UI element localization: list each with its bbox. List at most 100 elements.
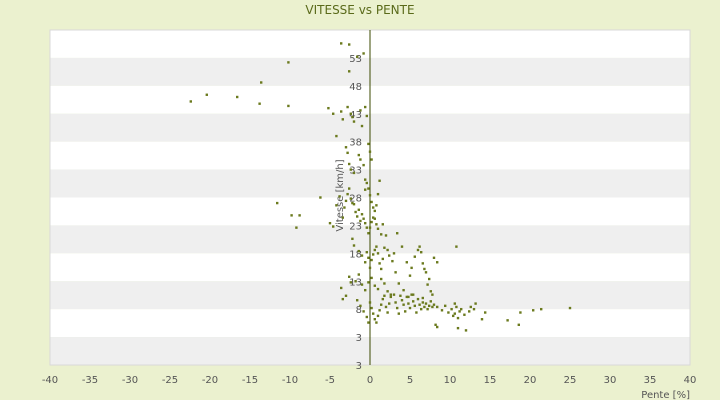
y-tick-label: 18 (349, 249, 362, 260)
data-point (370, 258, 373, 262)
x-tick-label: -35 (82, 375, 98, 386)
data-point (344, 294, 348, 297)
data-point (386, 248, 389, 252)
data-point (364, 288, 367, 292)
data-point (421, 262, 424, 265)
data-point (352, 203, 356, 206)
data-point (344, 146, 348, 149)
data-point (399, 294, 402, 297)
data-point (432, 303, 436, 306)
data-point (456, 326, 460, 330)
y-tick-label-bottom: 3 (356, 361, 362, 372)
data-point (351, 237, 354, 241)
data-point (394, 301, 397, 304)
data-point (340, 286, 343, 290)
data-point (455, 245, 458, 248)
y-tick-label: 13 (349, 277, 362, 288)
data-point (426, 283, 429, 286)
data-point (376, 227, 380, 230)
data-point (458, 310, 461, 313)
data-point (389, 295, 392, 299)
data-point (472, 307, 476, 311)
x-tick-label: 20 (524, 375, 537, 386)
data-point (381, 257, 384, 261)
y-tick-label: 38 (349, 138, 362, 149)
data-point (368, 150, 372, 153)
data-point (407, 295, 410, 299)
data-point (276, 201, 279, 205)
data-point (373, 248, 376, 252)
data-point (357, 153, 360, 157)
data-point (370, 306, 373, 310)
data-point (370, 220, 373, 224)
data-point (460, 307, 463, 311)
data-point (338, 195, 341, 198)
data-point (469, 305, 472, 309)
data-point (384, 305, 388, 309)
data-point (400, 245, 404, 248)
data-point (464, 329, 468, 332)
data-point (434, 323, 437, 326)
data-point (431, 305, 434, 309)
data-point (368, 301, 372, 304)
data-point (287, 61, 290, 64)
data-point (335, 134, 338, 138)
x-axis-label: Pente [%] (641, 390, 690, 400)
data-point (400, 299, 404, 302)
data-point (396, 232, 399, 235)
data-point (367, 281, 370, 284)
data-point (420, 251, 423, 254)
data-point (356, 299, 359, 302)
data-point (429, 290, 432, 293)
data-point (290, 214, 293, 217)
data-point (349, 281, 352, 284)
data-point (431, 293, 434, 296)
data-point (376, 252, 380, 255)
data-point (354, 280, 357, 283)
data-point (362, 217, 365, 220)
data-point (440, 309, 444, 312)
x-tick-label: 40 (684, 375, 697, 386)
data-point (389, 293, 392, 296)
data-point (332, 112, 335, 115)
data-point (383, 246, 386, 249)
data-point (394, 271, 397, 274)
x-tick-label: 30 (604, 375, 617, 386)
data-point (359, 158, 362, 161)
data-point (354, 210, 357, 214)
chart-title: VITESSE vs PENTE (305, 3, 415, 17)
data-point (365, 114, 368, 118)
data-point (378, 262, 381, 265)
data-point (463, 313, 466, 316)
data-point (381, 297, 384, 301)
data-point (367, 256, 370, 259)
data-point (362, 163, 365, 167)
data-point (287, 104, 290, 108)
data-point (359, 304, 362, 308)
data-point (413, 255, 416, 258)
data-point (362, 310, 365, 313)
data-point (349, 197, 352, 200)
data-point (376, 314, 380, 318)
data-point (428, 277, 431, 281)
data-point (346, 192, 349, 196)
data-point (532, 309, 535, 312)
data-point (341, 216, 344, 219)
x-tick-label: -30 (122, 375, 138, 386)
data-point (378, 179, 381, 182)
data-point (260, 81, 263, 84)
data-point (352, 244, 356, 247)
data-point (365, 226, 368, 229)
data-point (348, 43, 351, 46)
data-point (386, 290, 389, 293)
data-point (383, 294, 386, 297)
data-point (424, 302, 428, 305)
data-point (380, 277, 383, 281)
data-point (359, 219, 362, 223)
data-point (367, 187, 370, 190)
data-point (372, 253, 375, 256)
data-point (357, 208, 360, 211)
y-tick-label: 43 (349, 110, 362, 121)
data-point (370, 200, 373, 204)
data-point (367, 232, 370, 235)
